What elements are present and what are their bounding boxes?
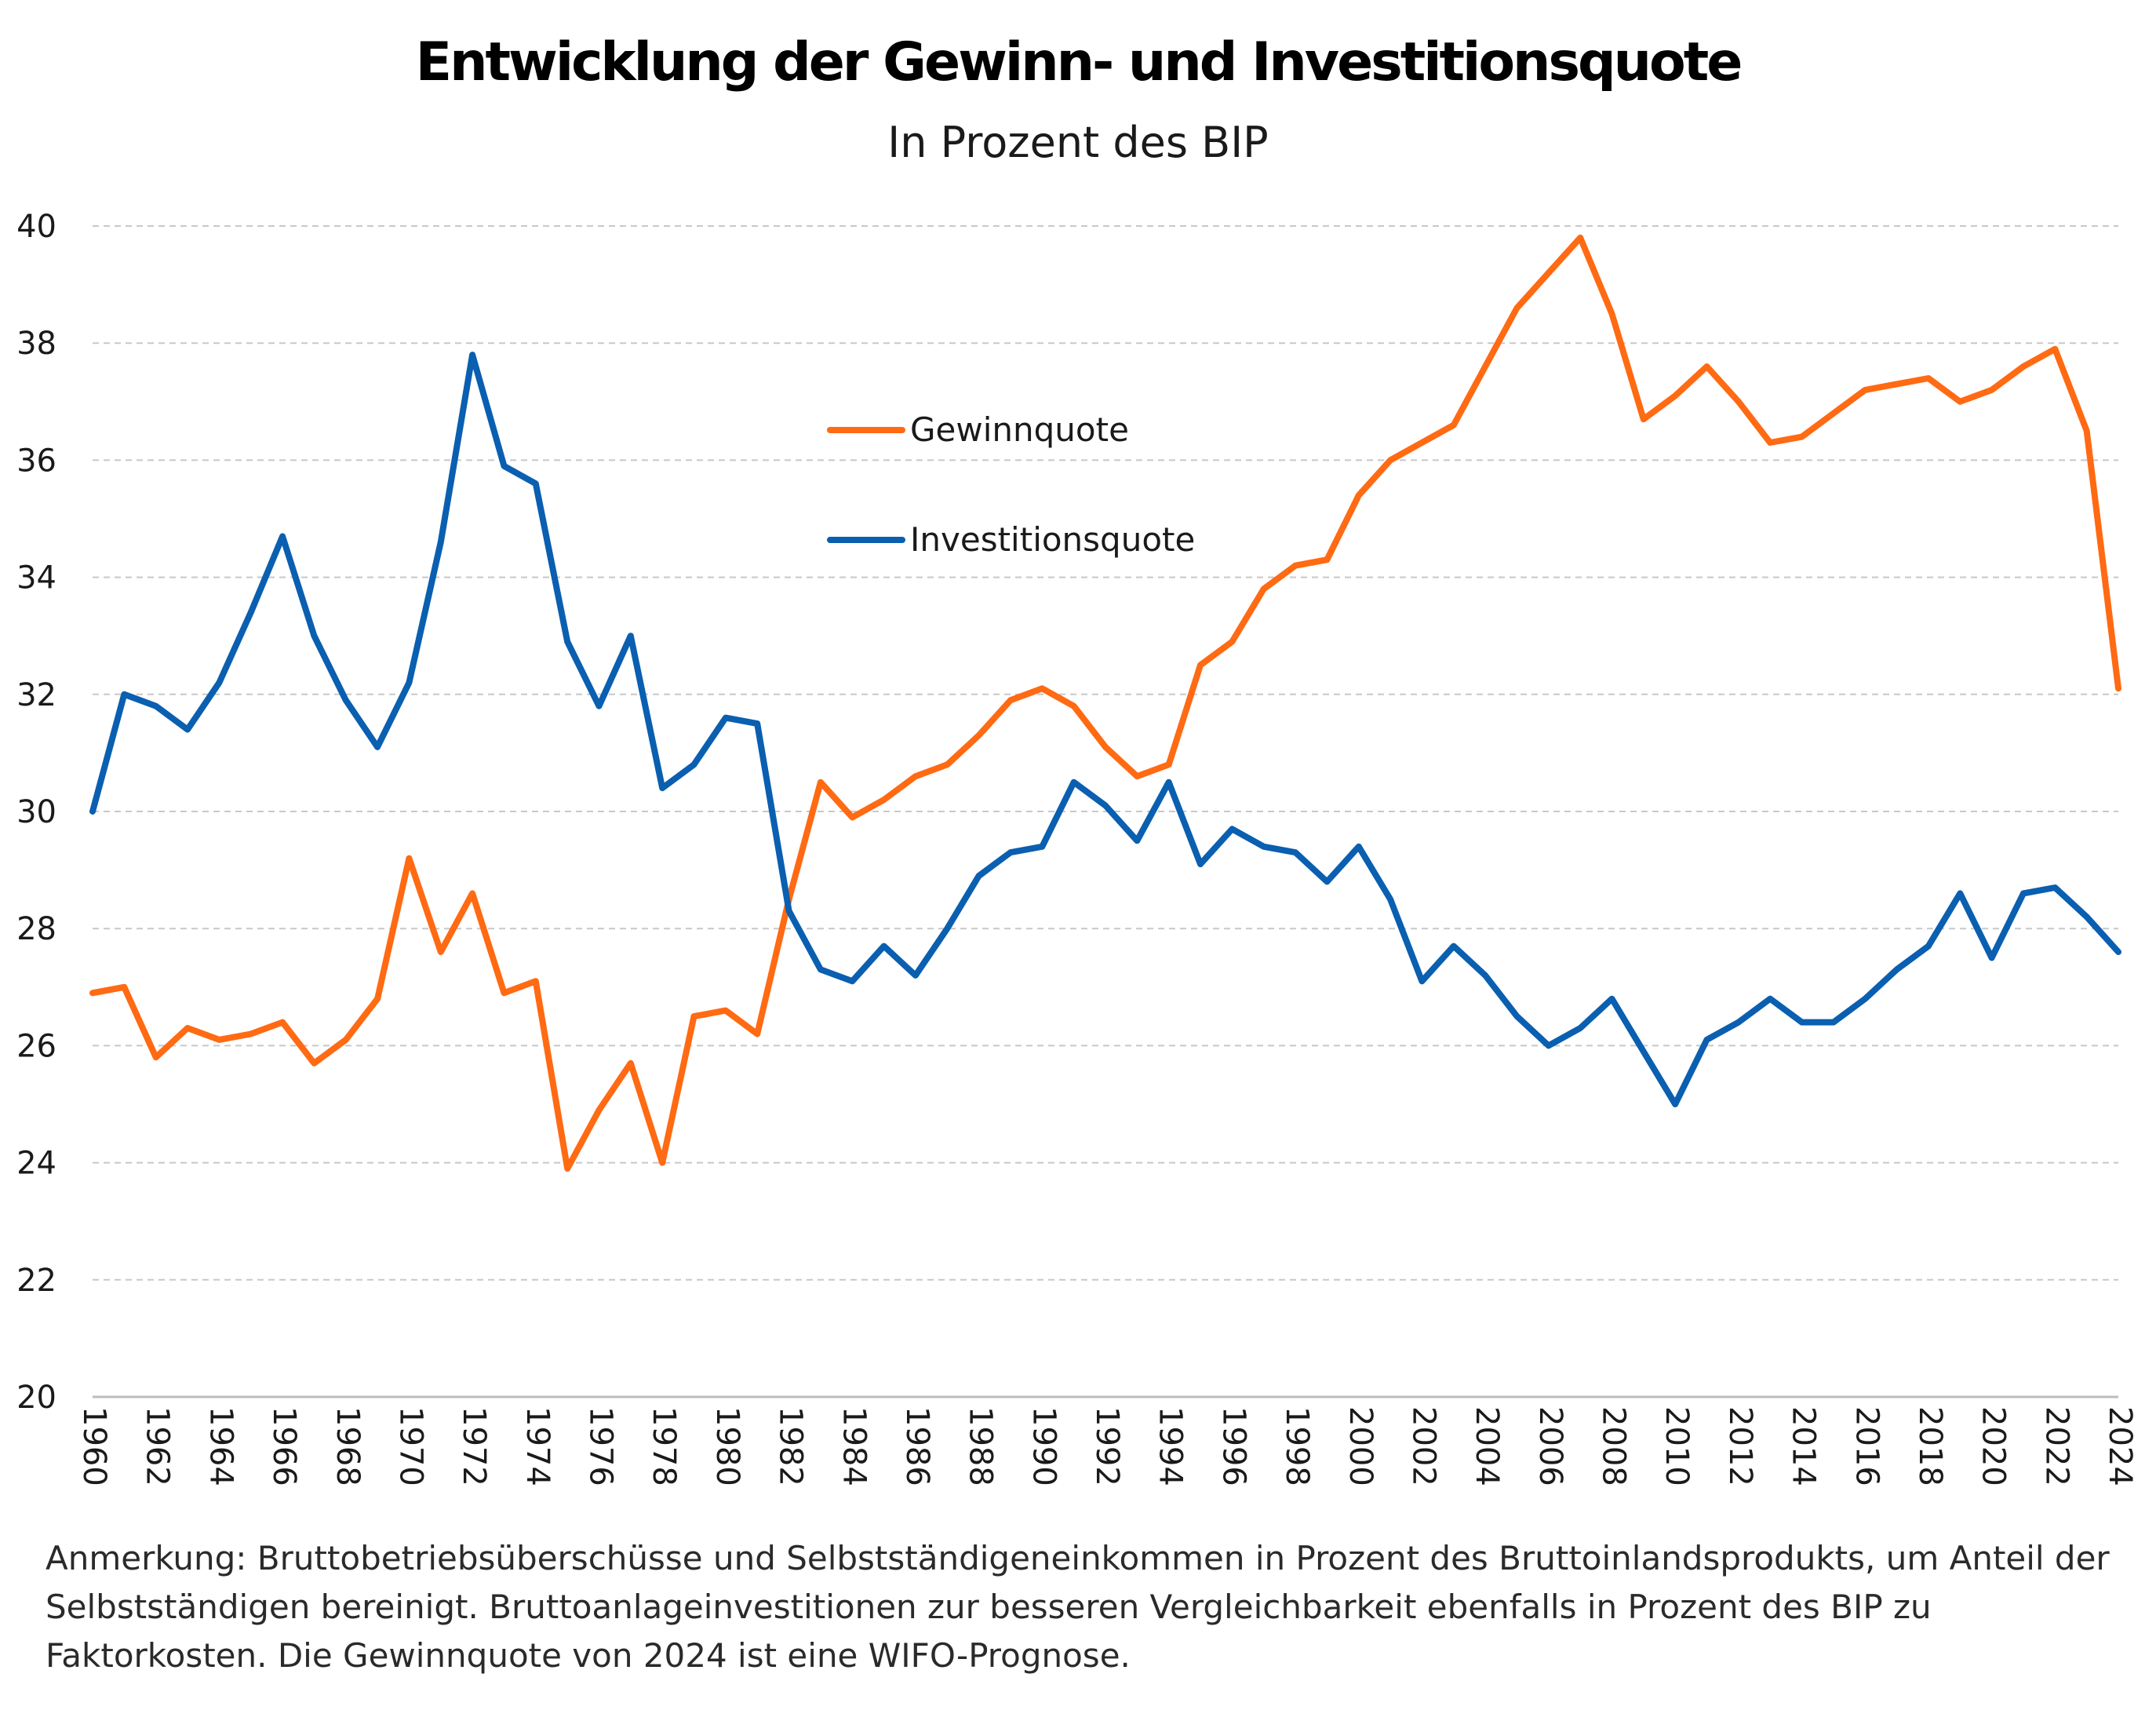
legend-label-investitionsquote: Investitionsquote: [910, 520, 1195, 559]
y-tick-label: 20: [16, 1380, 56, 1416]
x-tick-label: 1970: [392, 1406, 428, 1486]
y-tick-label: 34: [16, 560, 56, 596]
x-tick-label: 2004: [1469, 1406, 1505, 1486]
x-tick-label: 1998: [1279, 1406, 1315, 1486]
x-tick-label: 1976: [583, 1406, 619, 1486]
series-lines: [89, 234, 2121, 1172]
y-tick-label: 38: [16, 326, 56, 362]
x-tick-label: 1962: [140, 1406, 176, 1486]
x-tick-label: 1992: [1089, 1406, 1125, 1486]
x-tick-label: 1996: [1215, 1406, 1251, 1486]
x-tick-label: 1988: [963, 1406, 999, 1486]
series-line-gewinnquote: [89, 234, 2121, 1172]
x-tick-label: 2006: [1532, 1406, 1568, 1486]
y-tick-label: 30: [16, 794, 56, 830]
x-tick-label: 1994: [1153, 1406, 1189, 1486]
y-tick-label: 28: [16, 911, 56, 947]
x-tick-label: 2014: [1786, 1406, 1822, 1486]
x-tick-label: 1978: [646, 1406, 682, 1486]
x-tick-label: 2002: [1405, 1406, 1441, 1486]
y-axis-ticks: 20 22 24 26 28 30 32 34 36 38 40: [16, 209, 56, 1416]
x-tick-label: 2000: [1342, 1406, 1378, 1486]
x-tick-label: 2020: [1976, 1406, 2012, 1486]
x-tick-label: 1980: [709, 1406, 745, 1486]
series-line-investitionsquote: [89, 352, 2121, 1107]
legend-label-gewinnquote: Gewinnquote: [910, 410, 1129, 449]
x-tick-label: 2012: [1722, 1406, 1758, 1486]
y-tick-label: 36: [16, 443, 56, 479]
y-tick-label: 32: [16, 677, 56, 713]
x-tick-label: 1960: [76, 1406, 112, 1486]
y-tick-label: 40: [16, 209, 56, 245]
x-tick-label: 2008: [1596, 1406, 1632, 1486]
x-tick-label: 2022: [2038, 1406, 2074, 1486]
x-tick-label: 2010: [1659, 1406, 1695, 1486]
x-tick-label: 1974: [519, 1406, 555, 1486]
x-tick-label: 1986: [899, 1406, 935, 1486]
x-tick-label: 1968: [330, 1406, 366, 1486]
x-tick-label: 1964: [202, 1406, 239, 1486]
x-tick-label: 2024: [2102, 1406, 2138, 1486]
grid-lines: [93, 225, 2118, 1398]
chart-title: Entwicklung der Gewinn- und Investitions…: [415, 31, 1743, 93]
y-tick-label: 26: [16, 1028, 56, 1064]
x-tick-label: 1984: [836, 1406, 872, 1486]
x-tick-label: 1990: [1025, 1406, 1062, 1486]
chart-subtitle: In Prozent des BIP: [887, 118, 1269, 167]
legend: Gewinnquote Investitionsquote: [827, 410, 1195, 559]
y-tick-label: 24: [16, 1146, 56, 1182]
x-tick-label: 1966: [266, 1406, 302, 1486]
x-tick-label: 2016: [1848, 1406, 1885, 1486]
x-axis-ticks: 1960 1962 1964 1966 1968 1970 1972 1974 1976 1978…: [76, 1406, 2138, 1486]
x-tick-label: 2018: [1912, 1406, 1948, 1486]
y-tick-label: 22: [16, 1263, 56, 1299]
x-tick-label: 1982: [773, 1406, 809, 1486]
footnote: Anmerkung: Bruttobetriebsüberschüsse und…: [46, 1539, 2110, 1675]
x-tick-label: 1972: [456, 1406, 492, 1486]
